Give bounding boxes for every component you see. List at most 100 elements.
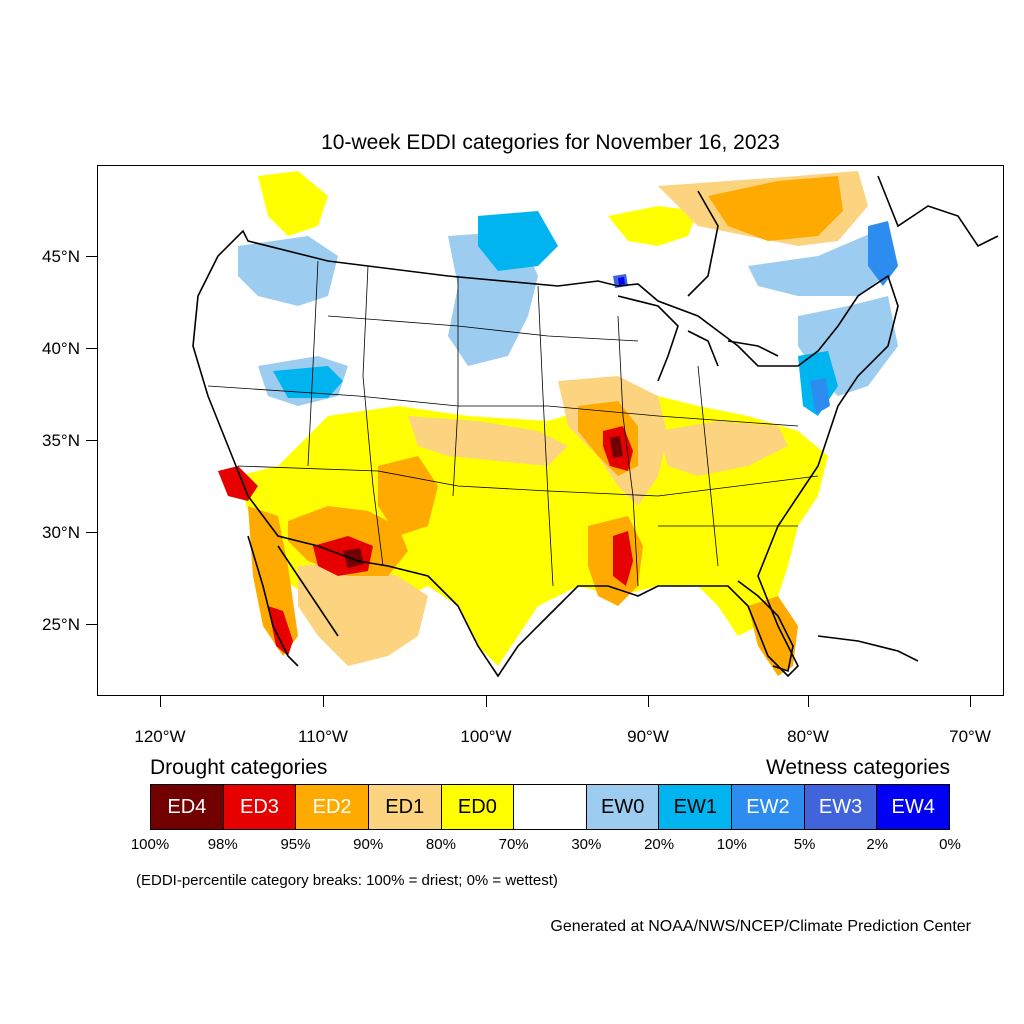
legend-cell-ed3: ED3	[223, 785, 297, 829]
lon-label-120: 120°W	[134, 727, 186, 746]
map-title: 10-week EDDI categories for November 16,…	[321, 131, 780, 154]
lon-tick	[323, 696, 324, 707]
lat-tick	[86, 532, 97, 533]
lon-label-80: 80°W	[787, 727, 829, 746]
ed3-baja	[268, 606, 293, 656]
ew0-pacific-northwest	[238, 236, 338, 306]
map-canvas	[192, 171, 999, 678]
legend-label: ED1	[385, 795, 425, 818]
ew2-mid-atlantic	[810, 378, 830, 414]
legend-label: EW3	[818, 795, 863, 818]
pct-label: 10%	[716, 836, 747, 853]
credit-line: Generated at NOAA/NWS/NCEP/Climate Predi…	[550, 918, 971, 935]
lon-tick	[486, 696, 487, 707]
legend-label: EW1	[673, 795, 717, 818]
ed2-florida	[748, 596, 798, 676]
ed4-missouri	[610, 436, 623, 458]
legend-cell-ew0: EW0	[586, 785, 660, 829]
canada-coast	[877, 175, 999, 248]
ed4-arizona	[343, 548, 364, 568]
legend-cell-ew1: EW1	[659, 785, 733, 829]
legend-label: ED0	[457, 795, 497, 818]
ew1-great-basin	[273, 366, 343, 398]
ed1-central-plains	[408, 416, 568, 466]
legend-cell-ew2: EW2	[732, 785, 805, 829]
lon-tick	[970, 696, 971, 707]
lon-label-90: 90°W	[627, 727, 669, 746]
pct-label: 70%	[498, 836, 529, 853]
pct-label: 2%	[866, 836, 889, 853]
ed1-ohio-valley	[658, 421, 788, 476]
state-line	[237, 465, 819, 497]
eddi-map	[97, 165, 1004, 696]
legend-cell-ew4: EW4	[877, 785, 950, 829]
legend-label: EW4	[891, 795, 935, 818]
state-line	[617, 315, 639, 587]
pct-label: 30%	[571, 836, 602, 853]
category-breaks-note: (EDDI-percentile category breaks: 100% =…	[136, 872, 558, 889]
state-lines	[207, 260, 819, 587]
legend-cell-ew3: EW3	[804, 785, 878, 829]
lon-label-110: 110°W	[298, 727, 348, 746]
pct-label: 95%	[280, 836, 311, 853]
state-line	[362, 265, 384, 567]
baja-coast	[247, 535, 299, 667]
category-fills	[218, 171, 898, 676]
drought-heading: Drought categories	[150, 756, 328, 779]
lat-tick	[86, 440, 97, 441]
lat-tick	[86, 624, 97, 625]
lon-label-100: 100°W	[460, 727, 512, 746]
state-line	[537, 285, 554, 587]
state-line	[327, 315, 639, 342]
lat-tick	[86, 256, 97, 257]
legend-label: EW2	[746, 795, 790, 818]
pct-label: 20%	[644, 836, 675, 853]
pct-label: 100%	[130, 836, 170, 853]
state-line	[207, 385, 799, 427]
lon-label-70: 70°W	[949, 727, 991, 746]
gulf-of-california-coast	[277, 545, 339, 637]
lat-label-35: 35°N	[42, 431, 80, 450]
boundaries	[192, 175, 999, 678]
legend-cell-ed4: ED4	[151, 785, 224, 829]
ew4-spot	[618, 277, 625, 285]
ew1-north-dakota	[478, 211, 558, 271]
legend-cell-ed0: ED0	[441, 785, 515, 829]
legend-cell-ed1: ED1	[368, 785, 442, 829]
cuba	[817, 635, 919, 662]
us-outline	[192, 229, 899, 678]
pct-label: 5%	[793, 836, 816, 853]
legend-cell-normal	[514, 785, 587, 829]
lat-label-45: 45°N	[42, 247, 80, 266]
state-line	[307, 260, 319, 467]
lat-label-40: 40°N	[42, 339, 80, 358]
ed0-northwest-patches	[258, 171, 328, 236]
pct-label: 0%	[939, 836, 961, 853]
lat-label-30: 30°N	[42, 523, 80, 542]
lat-label-25: 25°N	[42, 615, 80, 634]
state-line	[697, 365, 719, 567]
legend-colorbar: ED4 ED3 ED2 ED1 ED0 EW0 EW1 EW2 EW3 EW4	[150, 784, 950, 830]
ed2-new-mexico	[378, 456, 438, 536]
legend-cell-ed2: ED2	[296, 785, 369, 829]
wetness-heading: Wetness categories	[765, 756, 950, 779]
legend-label: ED2	[312, 795, 352, 818]
lon-tick	[648, 696, 649, 707]
ed1-texas-mexico	[298, 561, 428, 666]
pct-label: 80%	[425, 836, 456, 853]
legend-label: ED3	[240, 795, 279, 818]
legend-label: EW0	[600, 795, 645, 818]
pct-label: 98%	[207, 836, 238, 853]
ew0-quebec	[748, 226, 898, 296]
great-lakes	[617, 190, 779, 382]
ed3-louisiana	[613, 531, 633, 586]
ed2-ontario-quebec	[708, 176, 843, 241]
ed3-california	[218, 466, 258, 501]
lon-tick	[808, 696, 809, 707]
legend-label: ED4	[167, 795, 207, 818]
lon-tick	[160, 696, 161, 707]
lat-tick	[86, 348, 97, 349]
ed0-northeast	[608, 206, 698, 246]
pct-label: 90%	[353, 836, 384, 853]
florida	[737, 580, 794, 673]
